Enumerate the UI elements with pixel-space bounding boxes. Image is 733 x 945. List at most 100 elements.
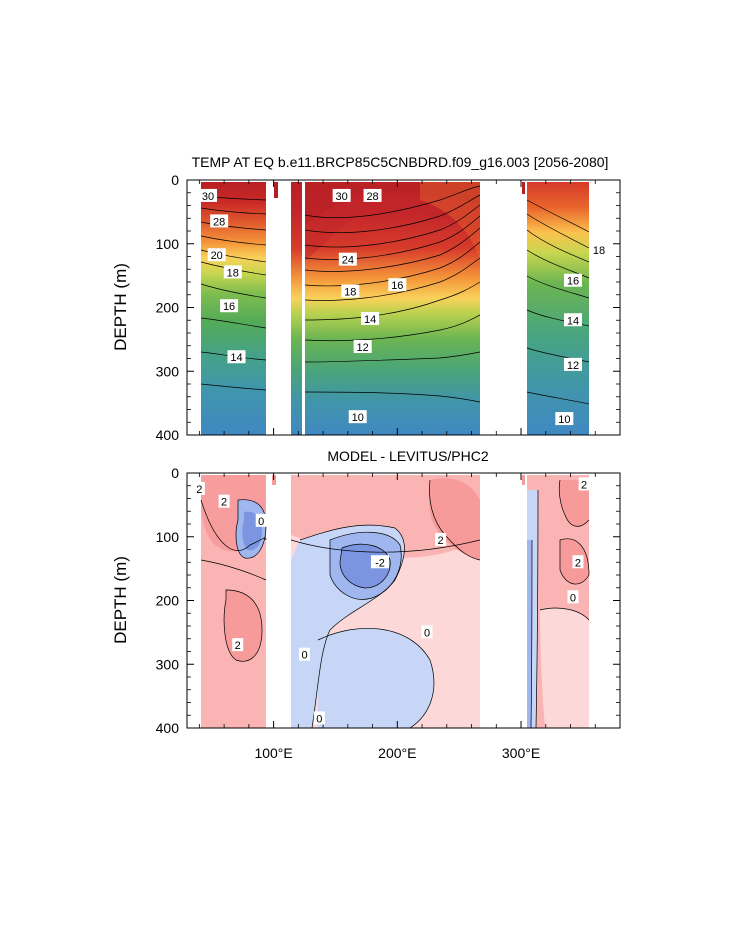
contour-label-bg: [435, 532, 447, 546]
contour-label-bg: [218, 494, 230, 508]
contour-label-bg: [299, 647, 311, 661]
contour-label-text: 10: [558, 414, 570, 426]
contour-label-bg: [361, 311, 380, 325]
contour-label-text: 2: [221, 497, 227, 509]
contour-label-bg: [555, 412, 574, 426]
contour-label-text: 28: [213, 216, 225, 228]
contour-label: 16: [388, 278, 407, 292]
contour-label-bg: [341, 284, 360, 298]
contour-label: 0: [567, 590, 579, 604]
contour-label-bg: [353, 340, 372, 354]
y-tick-label: 400: [156, 720, 180, 736]
contour-label-bg: [255, 513, 267, 527]
contour-label-bg: [338, 252, 357, 266]
contour-label-text: 14: [364, 314, 376, 326]
difference-panel-title: MODEL - LEVITUS/PHC2: [327, 448, 489, 464]
temperature-panel: TEMP AT EQ b.e11.BRCP85C5CNBDRD.f09_g16.…: [111, 154, 621, 443]
x-tick-label: 200°E: [378, 745, 416, 761]
contour-label: 2: [572, 555, 584, 569]
contour-label-text: -2: [375, 557, 385, 569]
contour-label: 28: [210, 214, 229, 228]
contour-label: 30: [199, 188, 218, 203]
contour-label: 2: [218, 494, 230, 509]
contour-label-text: 0: [258, 516, 264, 528]
y-tick-label: 400: [156, 427, 180, 443]
difference-x-ticks: 100°E 200°E 300°E: [198, 473, 596, 761]
contour-label: 10: [555, 412, 574, 426]
contour-label: 0: [255, 513, 267, 528]
contour-label: 14: [563, 313, 582, 327]
contour-label-text: 16: [223, 301, 235, 313]
contour-label: 16: [563, 273, 582, 288]
contour-label-text: 18: [593, 245, 605, 257]
contour-label-text: 2: [235, 640, 241, 652]
difference-y-axis-label: DEPTH (m): [111, 556, 130, 644]
contour-label-text: 20: [211, 250, 223, 262]
temperature-y-axis-label: DEPTH (m): [111, 263, 130, 351]
contour-label-bg: [232, 638, 244, 652]
contour-label: 16: [220, 299, 239, 313]
contour-label: 18: [589, 243, 608, 257]
contour-label-bg: [220, 299, 239, 313]
contour-label-text: 2: [196, 484, 202, 496]
temperature-y-ticks: 0 100 200 300 400: [156, 172, 620, 443]
difference-panel: MODEL - LEVITUS/PHC2 DEPTH (m) 010020030…: [111, 448, 621, 761]
contour-label-text: 2: [575, 557, 581, 569]
contour-label-bg: [563, 357, 582, 371]
contour-label-bg: [223, 265, 242, 279]
contour-label-text: 18: [227, 267, 239, 279]
contour-label-text: 18: [344, 287, 356, 299]
contour-label-text: 0: [301, 650, 307, 662]
contour-label: 24: [338, 252, 357, 267]
contour-label-bg: [210, 214, 229, 228]
contour-label-bg: [313, 711, 325, 725]
contour-label-text: 0: [316, 713, 322, 725]
x-tick-label: 300°E: [502, 745, 540, 761]
contour-label-text: 16: [567, 276, 579, 288]
contour-label: 18: [341, 284, 360, 299]
y-tick-label: 200: [156, 300, 180, 316]
contour-label-bg: [199, 188, 218, 202]
y-tick-label: 0: [171, 465, 179, 481]
y-tick-label: 100: [156, 236, 180, 252]
contour-label: 0: [313, 711, 325, 725]
contour-label-text: 30: [202, 191, 214, 203]
contour-label: 0: [421, 625, 433, 639]
temperature-field: [200, 182, 590, 435]
contour-label-bg: [363, 188, 382, 202]
contour-label: 28: [363, 188, 382, 203]
contour-label: 2: [578, 477, 590, 491]
contour-label-bg: [589, 243, 608, 257]
difference-contour-labels: 2 2 0 2 -2 0 2 2 0 2 0 0: [193, 477, 590, 725]
contour-label-bg: [227, 350, 246, 364]
contour-label-text: 28: [366, 191, 378, 203]
contour-label-bg: [563, 313, 582, 327]
contour-label: 18: [223, 265, 242, 279]
contour-label: 20: [207, 248, 226, 262]
contour-label-text: 0: [570, 592, 576, 604]
contour-label-text: 16: [391, 280, 403, 292]
temperature-panel-title: TEMP AT EQ b.e11.BRCP85C5CNBDRD.f09_g16.…: [192, 154, 609, 170]
contour-label: 12: [353, 340, 372, 354]
contour-label-bg: [370, 555, 389, 569]
temperature-x-ticks: [198, 180, 596, 435]
contour-label: 2: [193, 481, 205, 496]
contour-label: -2: [370, 555, 389, 569]
contour-label-text: 12: [567, 360, 579, 372]
contour-label-text: 24: [342, 255, 354, 267]
difference-field: [200, 475, 590, 728]
contour-label-bg: [578, 477, 590, 491]
contour-label: 2: [232, 638, 244, 652]
y-tick-label: 300: [156, 363, 180, 379]
contour-label: 14: [227, 350, 246, 364]
contour-label: 2: [435, 532, 447, 547]
contour-label-bg: [572, 555, 584, 569]
y-tick-label: 100: [156, 529, 180, 545]
contour-label-text: 0: [424, 627, 430, 639]
contour-label: 10: [348, 410, 367, 424]
contour-label-bg: [207, 248, 226, 262]
y-tick-label: 200: [156, 593, 180, 609]
contour-label-text: 2: [438, 535, 444, 547]
y-tick-label: 0: [171, 172, 179, 188]
